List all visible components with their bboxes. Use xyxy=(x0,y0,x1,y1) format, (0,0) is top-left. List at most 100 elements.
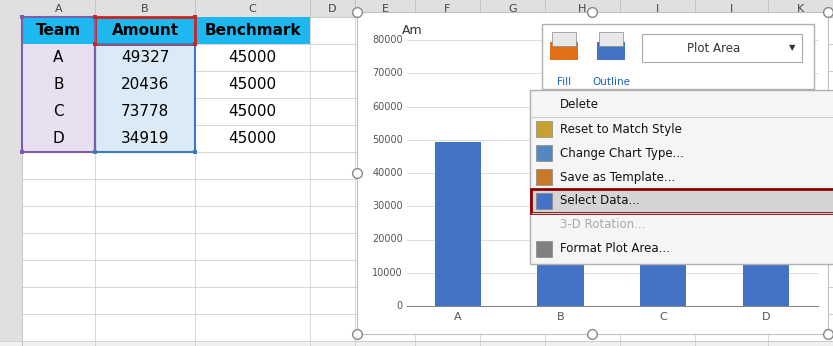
Bar xyxy=(530,90,833,264)
Text: 10000: 10000 xyxy=(372,268,403,278)
Text: C: C xyxy=(248,3,257,13)
Text: 49327: 49327 xyxy=(121,50,169,65)
Text: Benchmark: Benchmark xyxy=(204,23,301,38)
Bar xyxy=(0,17,833,44)
Text: 0: 0 xyxy=(397,301,403,311)
Text: H: H xyxy=(578,3,586,13)
Text: F: F xyxy=(444,3,451,13)
Text: 20436: 20436 xyxy=(121,77,169,92)
Bar xyxy=(642,34,802,62)
Bar xyxy=(0,206,22,233)
Text: B: B xyxy=(556,312,565,322)
Bar xyxy=(0,287,833,314)
Text: 20000: 20000 xyxy=(372,235,403,245)
Bar xyxy=(22,71,95,98)
Text: 45000: 45000 xyxy=(228,77,277,92)
Bar xyxy=(95,125,195,152)
Text: Format Plot Area...: Format Plot Area... xyxy=(560,243,670,255)
Bar xyxy=(22,17,95,152)
Bar xyxy=(0,314,22,341)
Bar xyxy=(95,44,195,152)
Bar xyxy=(531,189,833,213)
Bar xyxy=(22,98,95,125)
Text: Change Chart Type...: Change Chart Type... xyxy=(560,146,684,160)
Text: J: J xyxy=(730,3,733,13)
Bar xyxy=(193,150,197,154)
Text: Amount: Amount xyxy=(112,23,178,38)
Bar xyxy=(0,125,833,152)
Bar xyxy=(95,71,195,98)
Text: A: A xyxy=(55,3,62,13)
Bar xyxy=(536,193,552,209)
Bar xyxy=(743,190,789,306)
Bar xyxy=(0,44,22,71)
Text: A: A xyxy=(53,50,63,65)
Bar xyxy=(0,98,22,125)
Bar xyxy=(0,314,833,341)
Text: G: G xyxy=(508,3,516,13)
Text: 45000: 45000 xyxy=(228,131,277,146)
Text: C: C xyxy=(660,312,667,322)
Text: I: I xyxy=(656,3,659,13)
Text: 80000: 80000 xyxy=(372,35,403,45)
Bar xyxy=(0,287,22,314)
Bar xyxy=(0,0,22,17)
Bar xyxy=(93,15,97,19)
Text: 45000: 45000 xyxy=(228,50,277,65)
Bar xyxy=(599,32,623,46)
Text: Am: Am xyxy=(402,24,422,36)
Bar xyxy=(597,42,625,60)
Text: 70000: 70000 xyxy=(372,68,403,78)
Text: Outline: Outline xyxy=(592,77,630,87)
Bar xyxy=(193,15,197,19)
Bar xyxy=(20,150,24,154)
Bar xyxy=(95,98,195,125)
Bar xyxy=(550,42,578,60)
Bar xyxy=(435,142,481,306)
Bar xyxy=(536,145,552,161)
Text: Delete: Delete xyxy=(560,99,599,111)
Bar xyxy=(0,233,22,260)
Bar xyxy=(95,44,195,71)
Text: Team: Team xyxy=(36,23,81,38)
Bar xyxy=(0,179,833,206)
Text: 3-D Rotation...: 3-D Rotation... xyxy=(560,219,646,231)
Text: Plot Area: Plot Area xyxy=(687,42,741,55)
Text: K: K xyxy=(797,3,804,13)
Text: Select Data...: Select Data... xyxy=(560,194,640,208)
Bar xyxy=(22,44,95,71)
Text: D: D xyxy=(52,131,64,146)
Bar xyxy=(95,17,195,44)
Bar xyxy=(195,17,310,44)
Bar xyxy=(536,241,552,257)
Text: 30000: 30000 xyxy=(372,201,403,211)
Bar xyxy=(93,15,97,19)
Bar xyxy=(641,61,686,306)
Bar xyxy=(407,40,818,306)
Bar xyxy=(537,238,584,306)
Bar xyxy=(0,233,833,260)
Bar xyxy=(95,17,195,44)
Bar xyxy=(0,0,833,17)
Bar xyxy=(0,152,833,179)
Text: 73778: 73778 xyxy=(121,104,169,119)
Text: 50000: 50000 xyxy=(372,135,403,145)
Bar xyxy=(0,179,22,206)
Text: ▼: ▼ xyxy=(789,44,796,53)
Bar xyxy=(357,12,828,334)
Text: C: C xyxy=(53,104,64,119)
Bar xyxy=(0,44,833,71)
Text: 40000: 40000 xyxy=(372,168,403,178)
Text: Fill: Fill xyxy=(557,77,571,87)
Bar xyxy=(0,98,833,125)
Text: 60000: 60000 xyxy=(372,101,403,111)
Text: D: D xyxy=(762,312,771,322)
Text: Reset to Match Style: Reset to Match Style xyxy=(560,122,682,136)
Bar xyxy=(0,152,22,179)
Bar xyxy=(0,71,22,98)
Bar xyxy=(0,71,833,98)
Bar xyxy=(0,125,22,152)
Text: A: A xyxy=(454,312,461,322)
Text: E: E xyxy=(382,3,388,13)
Bar xyxy=(93,42,97,46)
